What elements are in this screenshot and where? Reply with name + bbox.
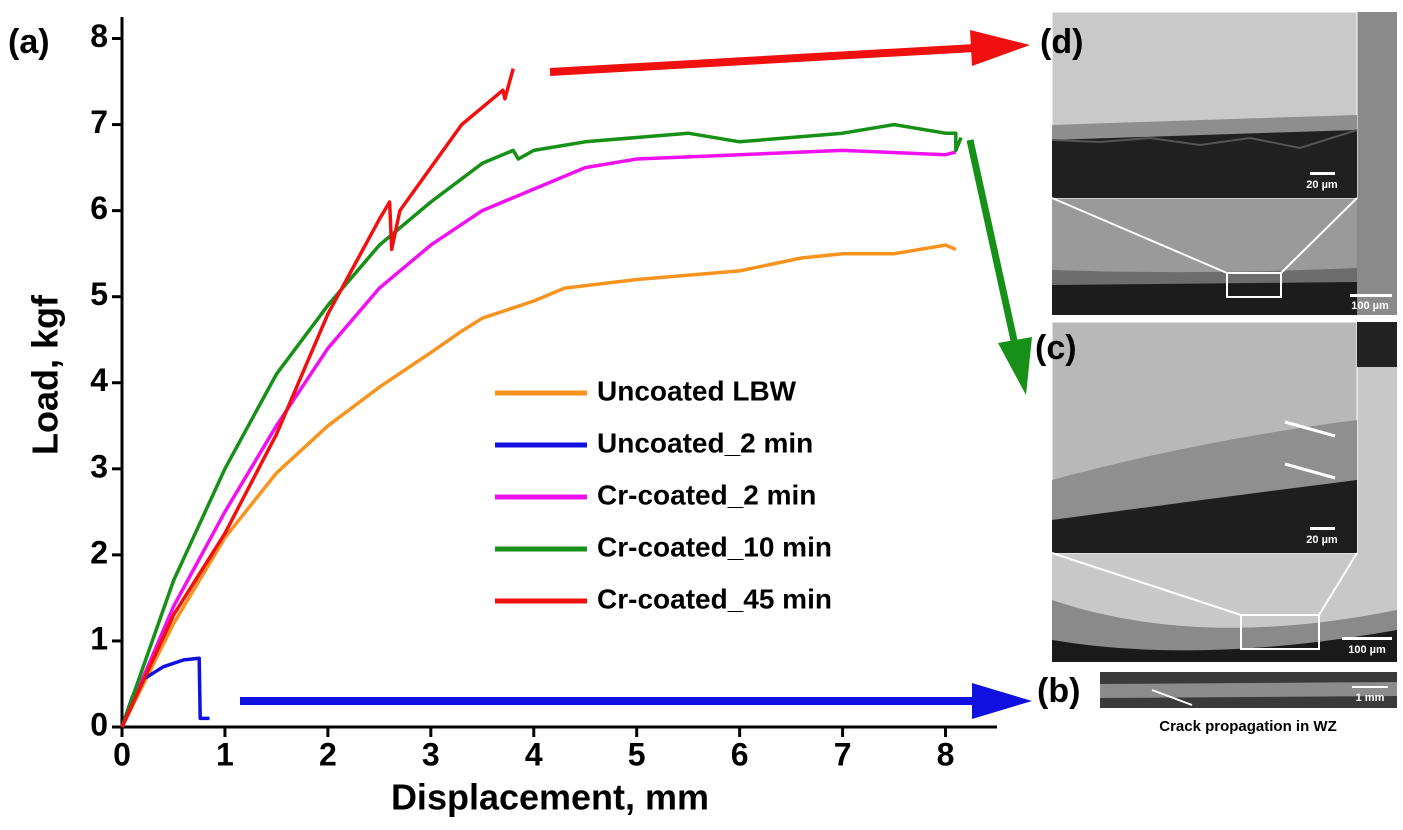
micrograph-c: (c) 20 µm 100 µm <box>1035 321 1397 662</box>
x-tick-label: 6 <box>731 736 749 772</box>
legend-label: Cr-coated_2 min <box>597 479 816 510</box>
series-line <box>120 243 957 728</box>
scale-label: 100 µm <box>1351 300 1389 312</box>
series-line <box>120 148 957 728</box>
x-tick-label: 3 <box>422 736 440 772</box>
scale-label: 20 µm <box>1306 179 1338 191</box>
y-tick-label: 8 <box>90 18 108 54</box>
y-tick-label: 3 <box>90 448 108 484</box>
y-tick-label: 2 <box>90 534 108 570</box>
x-tick-label: 7 <box>834 736 852 772</box>
y-tick-label: 7 <box>90 104 108 140</box>
arrows <box>240 30 1032 719</box>
legend-label: Cr-coated_45 min <box>597 583 832 614</box>
panel-label: (a) <box>8 23 50 61</box>
series-line <box>120 122 963 728</box>
caption: Crack propagation in WZ <box>1159 718 1337 735</box>
y-tick-label: 6 <box>90 190 108 226</box>
scale-label: 20 µm <box>1306 534 1338 546</box>
micrograph-b: (b) 1 mm Crack propagation in WZ <box>1037 672 1397 735</box>
panel-label: (c) <box>1035 329 1077 367</box>
x-tick-label: 0 <box>113 736 131 772</box>
series-line <box>120 68 515 728</box>
panel-label: (b) <box>1037 672 1080 710</box>
x-tick-label: 4 <box>525 736 543 772</box>
x-tick-label: 8 <box>937 736 955 772</box>
y-tick-label: 0 <box>90 706 108 742</box>
x-tick-label: 5 <box>628 736 646 772</box>
micrograph-d: (d) 20 µm 100 µm <box>1040 11 1397 315</box>
x-tick-label: 1 <box>216 736 234 772</box>
legend-label: Uncoated_2 min <box>597 427 813 458</box>
legend-label: Cr-coated_10 min <box>597 531 832 562</box>
y-tick-label: 5 <box>90 276 108 312</box>
x-axis-title: Displacement, mm <box>391 777 709 818</box>
y-tick-label: 4 <box>90 362 108 398</box>
x-tick-label: 2 <box>319 736 337 772</box>
y-tick-label: 1 <box>90 620 108 656</box>
panel-label: (d) <box>1040 23 1083 61</box>
legend-label: Uncoated LBW <box>597 375 797 406</box>
scale-label: 100 µm <box>1348 644 1386 656</box>
scale-label: 1 mm <box>1356 692 1385 704</box>
y-axis-title: Load, kgf <box>25 294 66 455</box>
